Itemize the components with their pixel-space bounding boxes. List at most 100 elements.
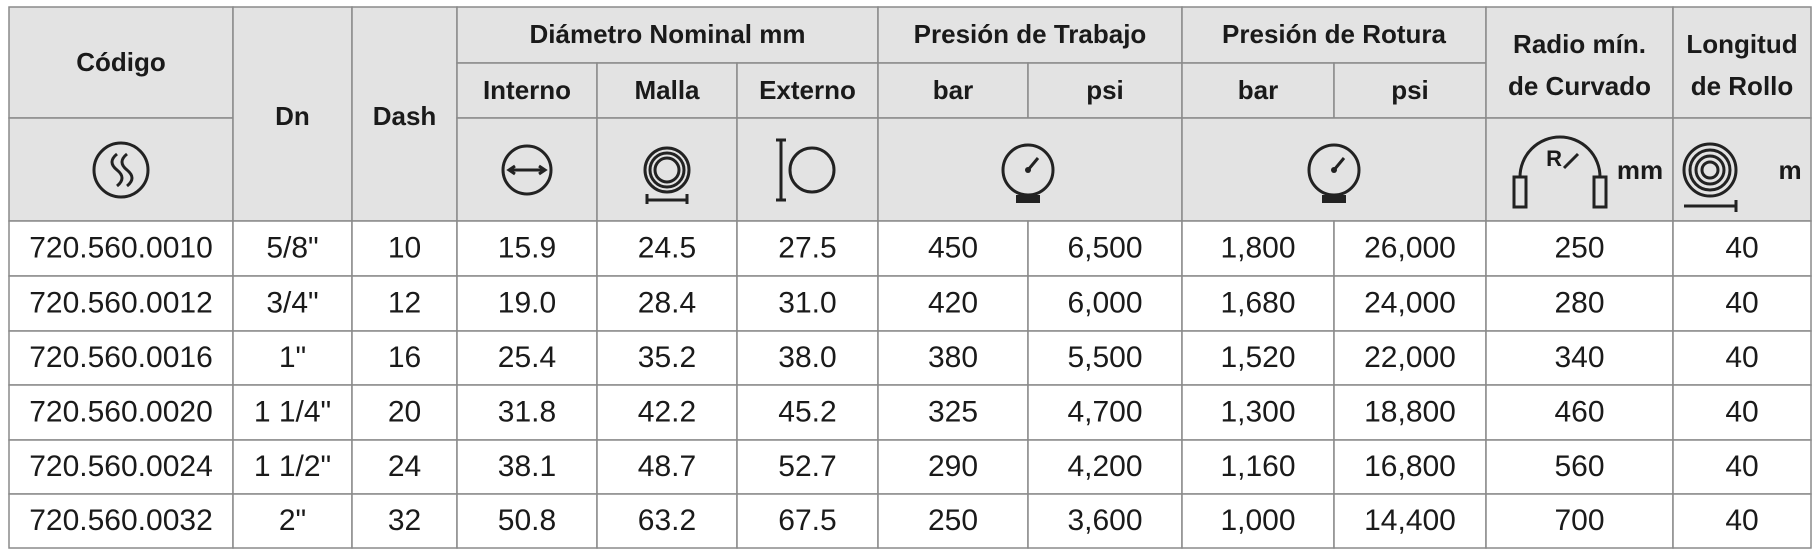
cell-text: 1 1/2" <box>254 450 331 483</box>
header-label: Interno <box>483 75 571 105</box>
header-label: m <box>1778 155 1801 185</box>
cell <box>877 439 1029 495</box>
svg-text:R: R <box>1546 146 1562 171</box>
cell <box>1485 439 1674 495</box>
cell-text: 40 <box>1725 504 1758 537</box>
header-label: Código <box>76 47 166 77</box>
cell-text: 450 <box>928 231 978 264</box>
header-label: de Rollo <box>1691 71 1794 101</box>
cell <box>877 384 1029 441</box>
cell-text: 31.8 <box>498 395 556 428</box>
gauge-icon <box>1001 143 1055 203</box>
cell-text: 38.1 <box>498 450 556 483</box>
cell-text: 38.0 <box>778 341 836 374</box>
header-label: mm <box>1617 155 1663 185</box>
cell <box>1672 493 1812 549</box>
header-label: Radio mín. <box>1513 29 1646 59</box>
cell <box>8 330 234 386</box>
cell-text: 3,600 <box>1067 504 1142 537</box>
cell <box>1672 439 1812 495</box>
cell-text: 280 <box>1554 286 1604 319</box>
cell <box>877 6 1183 64</box>
cell <box>736 439 879 495</box>
header-label: bar <box>933 75 973 105</box>
cell-text: 1 1/4" <box>254 395 331 428</box>
cell <box>232 439 353 495</box>
inner-diameter-icon <box>501 144 553 196</box>
cell <box>1333 62 1487 119</box>
cell <box>596 220 738 277</box>
cell-text: 1,520 <box>1220 341 1295 374</box>
cell <box>351 330 458 386</box>
cell-text: 52.7 <box>778 450 836 483</box>
cell-text: 45.2 <box>778 395 836 428</box>
header-label: Externo <box>759 75 856 105</box>
cell-text: 3/4" <box>266 286 318 319</box>
cell <box>1027 384 1183 441</box>
cell <box>877 330 1029 386</box>
cell <box>1333 439 1487 495</box>
cell <box>1485 493 1674 549</box>
cell-text: 32 <box>388 504 421 537</box>
cell-text: 40 <box>1725 450 1758 483</box>
cell-text: 24,000 <box>1364 286 1456 319</box>
bend-radius-icon: R <box>1512 135 1608 209</box>
cell-text: 24.5 <box>638 231 696 264</box>
cell <box>1672 275 1812 332</box>
header-label: Longitud <box>1686 29 1797 59</box>
cell <box>351 439 458 495</box>
cell <box>1333 275 1487 332</box>
header-label: bar <box>1238 75 1278 105</box>
cell <box>8 439 234 495</box>
cell <box>8 493 234 549</box>
cell-text: 40 <box>1725 341 1758 374</box>
cell-text: 48.7 <box>638 450 696 483</box>
cell <box>736 62 879 119</box>
cell-text: 380 <box>928 341 978 374</box>
cell <box>596 384 738 441</box>
cell-text: 20 <box>388 395 421 428</box>
cell-text: 250 <box>1554 231 1604 264</box>
cell-text: 1,300 <box>1220 395 1295 428</box>
cell-text: 40 <box>1725 286 1758 319</box>
cell <box>596 439 738 495</box>
cell <box>456 330 598 386</box>
cell <box>456 275 598 332</box>
cell <box>1027 275 1183 332</box>
cell-text: 1,160 <box>1220 450 1295 483</box>
cell-text: 340 <box>1554 341 1604 374</box>
cell <box>1181 384 1335 441</box>
cell-text: 12 <box>388 286 421 319</box>
cell <box>1027 439 1183 495</box>
cell-text: 26,000 <box>1364 231 1456 264</box>
cell <box>1027 493 1183 549</box>
cell <box>8 275 234 332</box>
cell <box>232 330 353 386</box>
cell-text: 50.8 <box>498 504 556 537</box>
cell <box>1672 330 1812 386</box>
cell <box>1333 493 1487 549</box>
cell-text: 35.2 <box>638 341 696 374</box>
cell-text: 16,800 <box>1364 450 1456 483</box>
cell-text: 28.4 <box>638 286 696 319</box>
header-label: psi <box>1086 75 1124 105</box>
cell-text: 14,400 <box>1364 504 1456 537</box>
cell <box>736 493 879 549</box>
header-label: Presión de Rotura <box>1222 19 1446 49</box>
cell <box>736 220 879 277</box>
header-label: de Curvado <box>1508 71 1651 101</box>
cell <box>8 117 234 222</box>
cell <box>351 493 458 549</box>
icons: R <box>92 135 1738 212</box>
cell <box>596 493 738 549</box>
cell-text: 1,680 <box>1220 286 1295 319</box>
cell-text: 720.560.0010 <box>29 231 213 264</box>
cell-text: 5/8" <box>266 231 318 264</box>
cell-text: 24 <box>388 450 421 483</box>
cell <box>596 117 738 222</box>
cell-text: 10 <box>388 231 421 264</box>
cell <box>1027 330 1183 386</box>
braid-icon <box>643 146 691 204</box>
cell-text: 25.4 <box>498 341 556 374</box>
cell-text: 6,500 <box>1067 231 1142 264</box>
